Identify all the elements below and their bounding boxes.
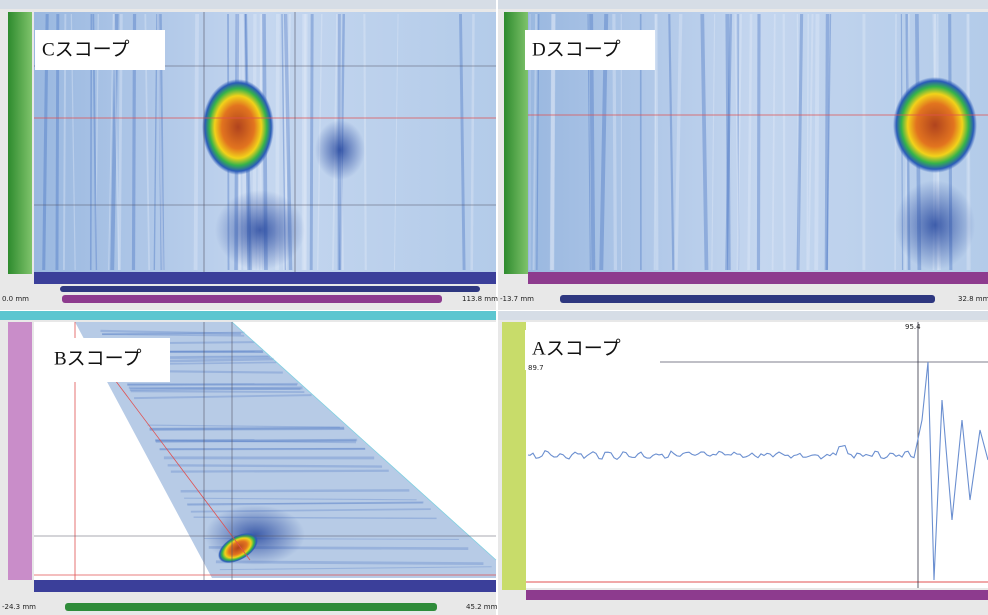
panel-label: Aスコープ	[532, 337, 621, 359]
b-scope-panel: Bスコープ -24.3 mm 45.2 mm	[0, 311, 498, 615]
texture	[100, 329, 241, 335]
range-end: 45.2 mm	[466, 603, 498, 611]
texture	[807, 13, 814, 271]
texture	[167, 464, 383, 468]
texture	[470, 13, 475, 271]
texture	[814, 13, 820, 271]
texture	[653, 13, 657, 271]
texture	[303, 13, 308, 271]
texture	[101, 333, 245, 337]
texture	[134, 394, 312, 400]
texture	[824, 13, 830, 271]
cursor-value: 95.4	[905, 323, 921, 331]
a-scan-waveform	[527, 361, 988, 581]
texture	[170, 469, 389, 473]
texture	[700, 13, 709, 271]
texture	[459, 13, 466, 271]
texture	[796, 13, 804, 271]
texture	[184, 497, 417, 501]
texture	[309, 13, 314, 271]
texture	[826, 13, 832, 271]
a-scope-panel: Aスコープ 95.4 89.7	[498, 311, 988, 615]
texture	[806, 13, 809, 271]
texture	[147, 424, 340, 428]
b-scan-image	[75, 322, 496, 578]
range-end: 113.8 mm	[462, 295, 498, 303]
texture	[149, 427, 345, 431]
texture	[734, 13, 740, 271]
range-end: 32.8 mm	[958, 295, 988, 303]
range-start: -13.7 mm	[500, 295, 534, 303]
panel-label: Dスコープ	[532, 38, 621, 60]
texture	[187, 501, 424, 506]
texture	[155, 438, 358, 443]
texture	[155, 439, 357, 444]
texture	[102, 331, 245, 336]
c-scope-panel: Cスコープ 0.0 mm 113.8 mm	[0, 0, 498, 310]
texture	[711, 13, 716, 271]
gate-value: 89.7	[528, 364, 544, 372]
texture	[193, 13, 199, 271]
texture	[725, 13, 733, 271]
texture	[130, 390, 305, 393]
texture	[668, 13, 675, 271]
texture	[771, 13, 776, 271]
texture	[219, 566, 492, 571]
texture	[756, 13, 761, 271]
texture	[674, 13, 683, 271]
texture	[747, 13, 753, 271]
texture	[186, 502, 423, 505]
texture	[737, 13, 740, 271]
panel-label: Cスコープ	[42, 38, 130, 60]
texture	[149, 426, 344, 431]
range-start: -24.3 mm	[2, 603, 36, 611]
texture	[796, 13, 800, 271]
texture	[393, 13, 399, 271]
range-start: 0.0 mm	[2, 295, 29, 303]
texture	[654, 13, 659, 271]
texture	[736, 13, 742, 271]
texture	[128, 386, 301, 391]
texture	[127, 382, 298, 386]
texture	[363, 13, 367, 271]
texture	[725, 13, 731, 271]
d-scope-panel: Dスコープ -13.7 mm 32.8 mm	[498, 0, 988, 310]
texture	[129, 386, 303, 391]
texture	[180, 489, 410, 493]
texture	[782, 13, 786, 271]
panel-label: Bスコープ	[54, 347, 142, 369]
